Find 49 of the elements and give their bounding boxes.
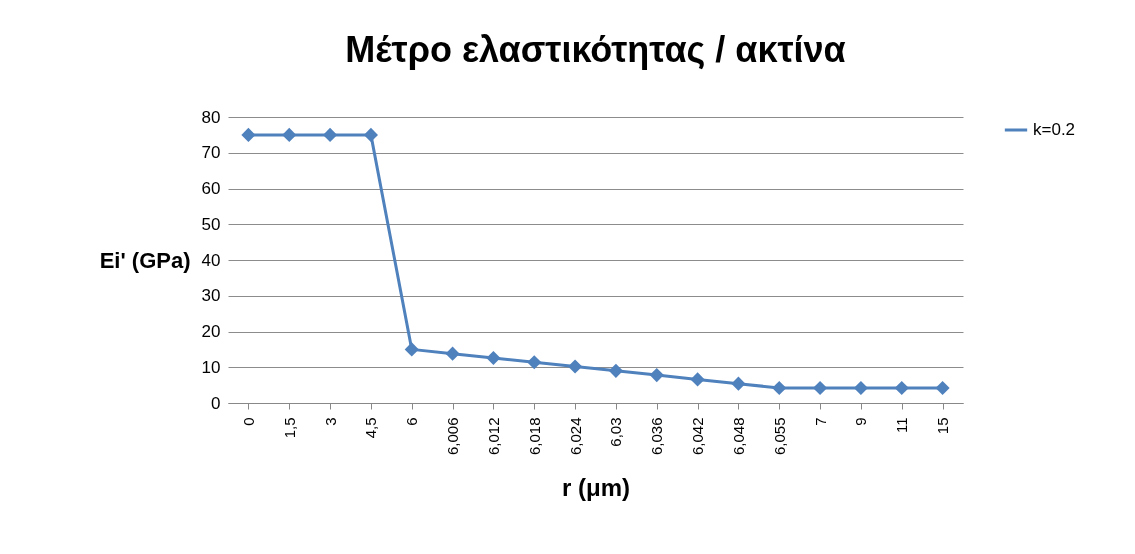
x-tick-label: 3	[321, 417, 339, 426]
x-tick-label: 15	[934, 417, 952, 435]
y-tick-label: 40	[201, 250, 221, 270]
y-tick-label: 20	[201, 322, 221, 341]
point	[527, 355, 542, 370]
point	[486, 350, 501, 366]
point	[731, 376, 746, 391]
x-tick-label: 6,024	[566, 417, 584, 456]
x-tick-label: 1,5	[280, 417, 298, 439]
point	[445, 346, 460, 361]
x-axis-title: r (μm)	[561, 474, 631, 502]
x-tick-label: 6,03	[607, 417, 625, 447]
point	[813, 380, 828, 396]
point	[853, 380, 868, 396]
y-tick-label: 10	[201, 357, 221, 377]
y-tick-label: 30	[201, 286, 221, 306]
point	[649, 368, 664, 383]
point	[282, 127, 297, 142]
y-axis-title: Ei' (GPa)	[99, 247, 191, 273]
point	[690, 372, 705, 387]
x-tick-label: 6,036	[648, 417, 666, 456]
point	[772, 380, 787, 396]
x-tick-label: 6,012	[484, 417, 502, 456]
y-tick-label: 60	[201, 179, 221, 198]
point	[894, 380, 909, 396]
y-tick-label: 80	[201, 107, 221, 127]
x-tick-label: 9	[852, 417, 870, 426]
point	[568, 359, 583, 374]
x-tick-label: 11	[893, 417, 911, 434]
point	[363, 127, 378, 142]
point	[935, 380, 950, 396]
x-tick-label: 6,048	[729, 417, 747, 456]
chart-title: Μέτρο ελαστικότητας / ακτίνα	[345, 29, 846, 70]
y-tick-label: 0	[211, 393, 221, 413]
y-tick-label: 70	[201, 143, 221, 163]
x-tick-label: 4,5	[362, 417, 380, 439]
y-tick-label: 50	[201, 214, 221, 234]
x-tick-label: 6	[403, 417, 421, 426]
x-tick-label: 6,042	[689, 417, 707, 456]
legend-label: k=0.2	[1033, 120, 1076, 139]
point	[323, 127, 338, 142]
x-tick-label: 7	[811, 417, 829, 426]
point	[608, 363, 623, 378]
point	[404, 342, 419, 357]
x-tick-label: 6,006	[444, 417, 462, 456]
point	[241, 127, 256, 142]
x-tick-label: 6,018	[525, 417, 543, 456]
x-tick-label: 6,055	[770, 417, 788, 456]
x-tick-label: 0	[239, 417, 257, 426]
